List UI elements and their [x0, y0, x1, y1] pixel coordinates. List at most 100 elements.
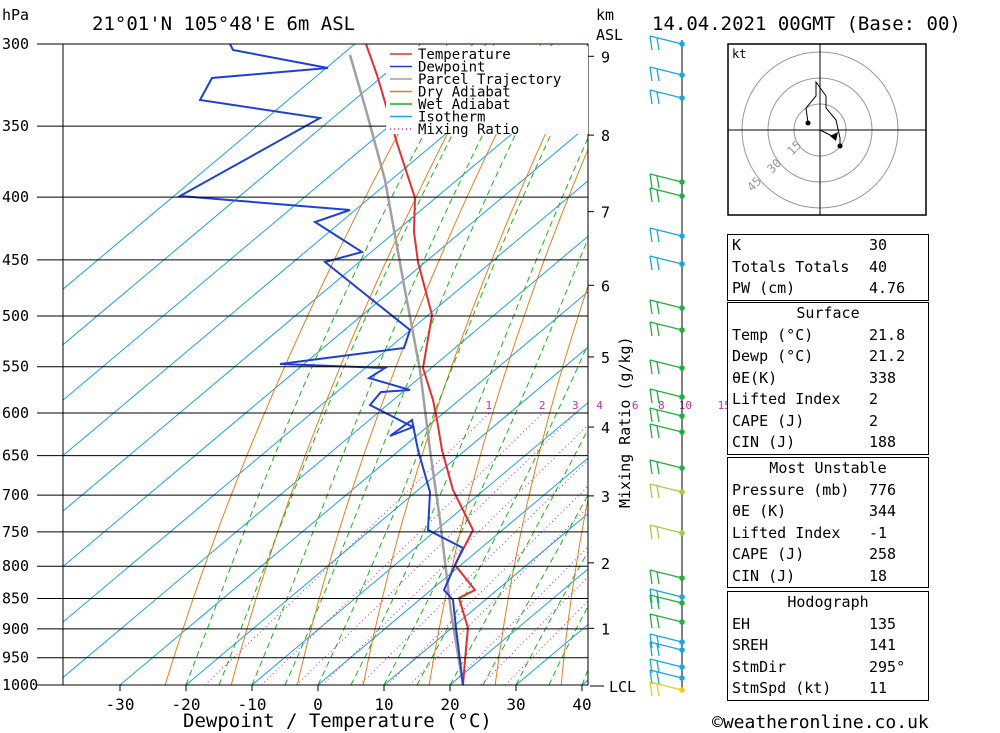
most-unstable-table: Most Unstable Pressure (mb) 776 θE (K) 344…: [727, 457, 929, 588]
wind-barb-flag: [656, 683, 660, 697]
mu-pressure-label: Pressure (mb): [732, 480, 850, 499]
mixing-ratio-label: 6: [632, 399, 639, 412]
wind-barb-flag: [649, 588, 653, 604]
mixing-ratio-label: 10: [679, 399, 692, 412]
legend-label: Parcel Trajectory: [418, 72, 561, 88]
mixing-ratio-line: [321, 424, 588, 685]
isotherm-line: [63, 69, 588, 512]
pressure-tick-label: 550: [2, 358, 29, 376]
mu-title: Most Unstable: [769, 459, 887, 477]
isotherm-line: [63, 44, 422, 346]
mixing-ratio-label: 4: [596, 399, 603, 412]
eh-label: EH: [732, 614, 751, 633]
isotherm-line: [317, 457, 588, 685]
wet-adiabat-line: [515, 550, 588, 685]
mu-li-value: -1: [869, 523, 888, 542]
pressure-tick-label: 300: [2, 35, 29, 53]
isotherm-line: [63, 44, 488, 401]
wind-barb-flag: [649, 321, 653, 337]
mu-theta-value: 344: [869, 502, 897, 520]
km-unit-label: km: [596, 6, 614, 24]
mixing-ratio-line: [359, 459, 588, 685]
sreh-label: SREH: [732, 636, 769, 654]
wind-barb-flag: [649, 569, 653, 585]
dewpoint-line: [176, 44, 465, 685]
location-title: 21°01'N 105°48'E 6m ASL: [92, 13, 355, 35]
wet-adiabat-line: [350, 136, 588, 685]
pressure-tick-label: 500: [2, 307, 29, 325]
eh-value: 135: [869, 614, 897, 633]
wind-barb-flag: [649, 524, 653, 540]
wind-barb-flag: [656, 660, 660, 674]
legend-label: Isotherm: [418, 110, 485, 126]
storm-motion-marker: [830, 132, 838, 141]
wind-barb-shaft: [649, 524, 683, 534]
wind-barb-flag: [656, 461, 660, 475]
wind-barb-flag: [656, 596, 660, 610]
pressure-tick-label: 650: [2, 447, 29, 465]
storm-motion-vector: [819, 129, 833, 137]
hodograph-end-point: [837, 143, 843, 149]
wind-barb-flag: [656, 175, 660, 189]
wind-barb-flag: [656, 361, 660, 375]
wind-barb-flag: [656, 257, 660, 271]
mixing-ratio-label: 8: [658, 399, 665, 412]
wind-barb-shaft: [649, 641, 683, 651]
stmdir-label: StmDir: [732, 657, 787, 676]
surface-title: Surface: [796, 304, 860, 322]
wet-adiabat-line: [251, 44, 530, 685]
surface-table: Surface Temp (°C) 21.8 Dewp (°C) 21.2 θE(K…: [727, 302, 929, 455]
pressure-tick-label: 700: [2, 486, 29, 504]
wind-barb-shaft: [649, 569, 683, 579]
wind-barb-flag: [656, 671, 660, 685]
hodograph-unit: kt: [732, 47, 746, 61]
legend-label: Dewpoint: [418, 60, 485, 76]
hodograph-table: Hodograph EH 135 SREH 141 StmDir 295° StmSp…: [727, 591, 929, 701]
wind-barb-flag: [656, 91, 660, 105]
wet-adiabat-line: [548, 605, 588, 685]
wind-barb-flag: [649, 633, 653, 649]
wind-barb-flag: [656, 323, 660, 337]
wind-barb-flag: [649, 407, 653, 423]
wind-barb-flag: [649, 641, 653, 657]
wind-barb-flag: [649, 299, 653, 315]
mu-pressure-value: 776: [869, 480, 897, 499]
surface-theta-value: 338: [869, 368, 897, 387]
km-tick-label: 4: [601, 419, 610, 437]
hpa-unit-label: hPa: [2, 6, 29, 24]
temperature-tick-label: -10: [238, 695, 267, 714]
pressure-tick-label: 600: [2, 404, 29, 422]
temperature-tick-label: 40: [572, 695, 591, 714]
mu-li-label: Lifted Index: [732, 523, 841, 542]
isotherm-line: [449, 568, 588, 685]
wind-barb-shaft: [649, 388, 683, 398]
mu-cape-value: 258: [869, 545, 897, 563]
wind-barb-flag: [656, 643, 660, 657]
surface-dewp-label: Dewp (°C): [732, 347, 814, 365]
temperature-tick-label: 0: [313, 695, 323, 714]
wind-barb-flag: [656, 37, 660, 51]
legend-box: [386, 46, 588, 134]
surface-li-value: 2: [869, 390, 879, 408]
wind-barb-shaft: [649, 407, 683, 417]
isotherm-line: [63, 44, 356, 290]
tt-value: 40: [869, 257, 888, 276]
dry-adiabat-line: [230, 44, 495, 685]
mixing-ratio-line: [387, 485, 588, 685]
wind-barb-flag: [656, 571, 660, 585]
mixing-ratio-line: [409, 506, 588, 685]
temperature-tick-label: 20: [440, 695, 459, 714]
wind-barb-flag: [656, 526, 660, 540]
pressure-tick-label: 950: [2, 649, 29, 667]
wind-barb-shaft: [649, 187, 683, 197]
wind-barb-flag: [649, 483, 653, 499]
wet-adiabat-line: [482, 494, 588, 685]
k-value: 30: [869, 236, 888, 254]
legend-label: Dry Adiabat: [418, 85, 511, 101]
surface-temp-label: Temp (°C): [732, 325, 814, 344]
mixing-ratio-line: [204, 412, 490, 685]
wind-barb-flag: [649, 423, 653, 439]
wind-barb-flag: [656, 485, 660, 499]
wind-barb-flag: [656, 229, 660, 243]
